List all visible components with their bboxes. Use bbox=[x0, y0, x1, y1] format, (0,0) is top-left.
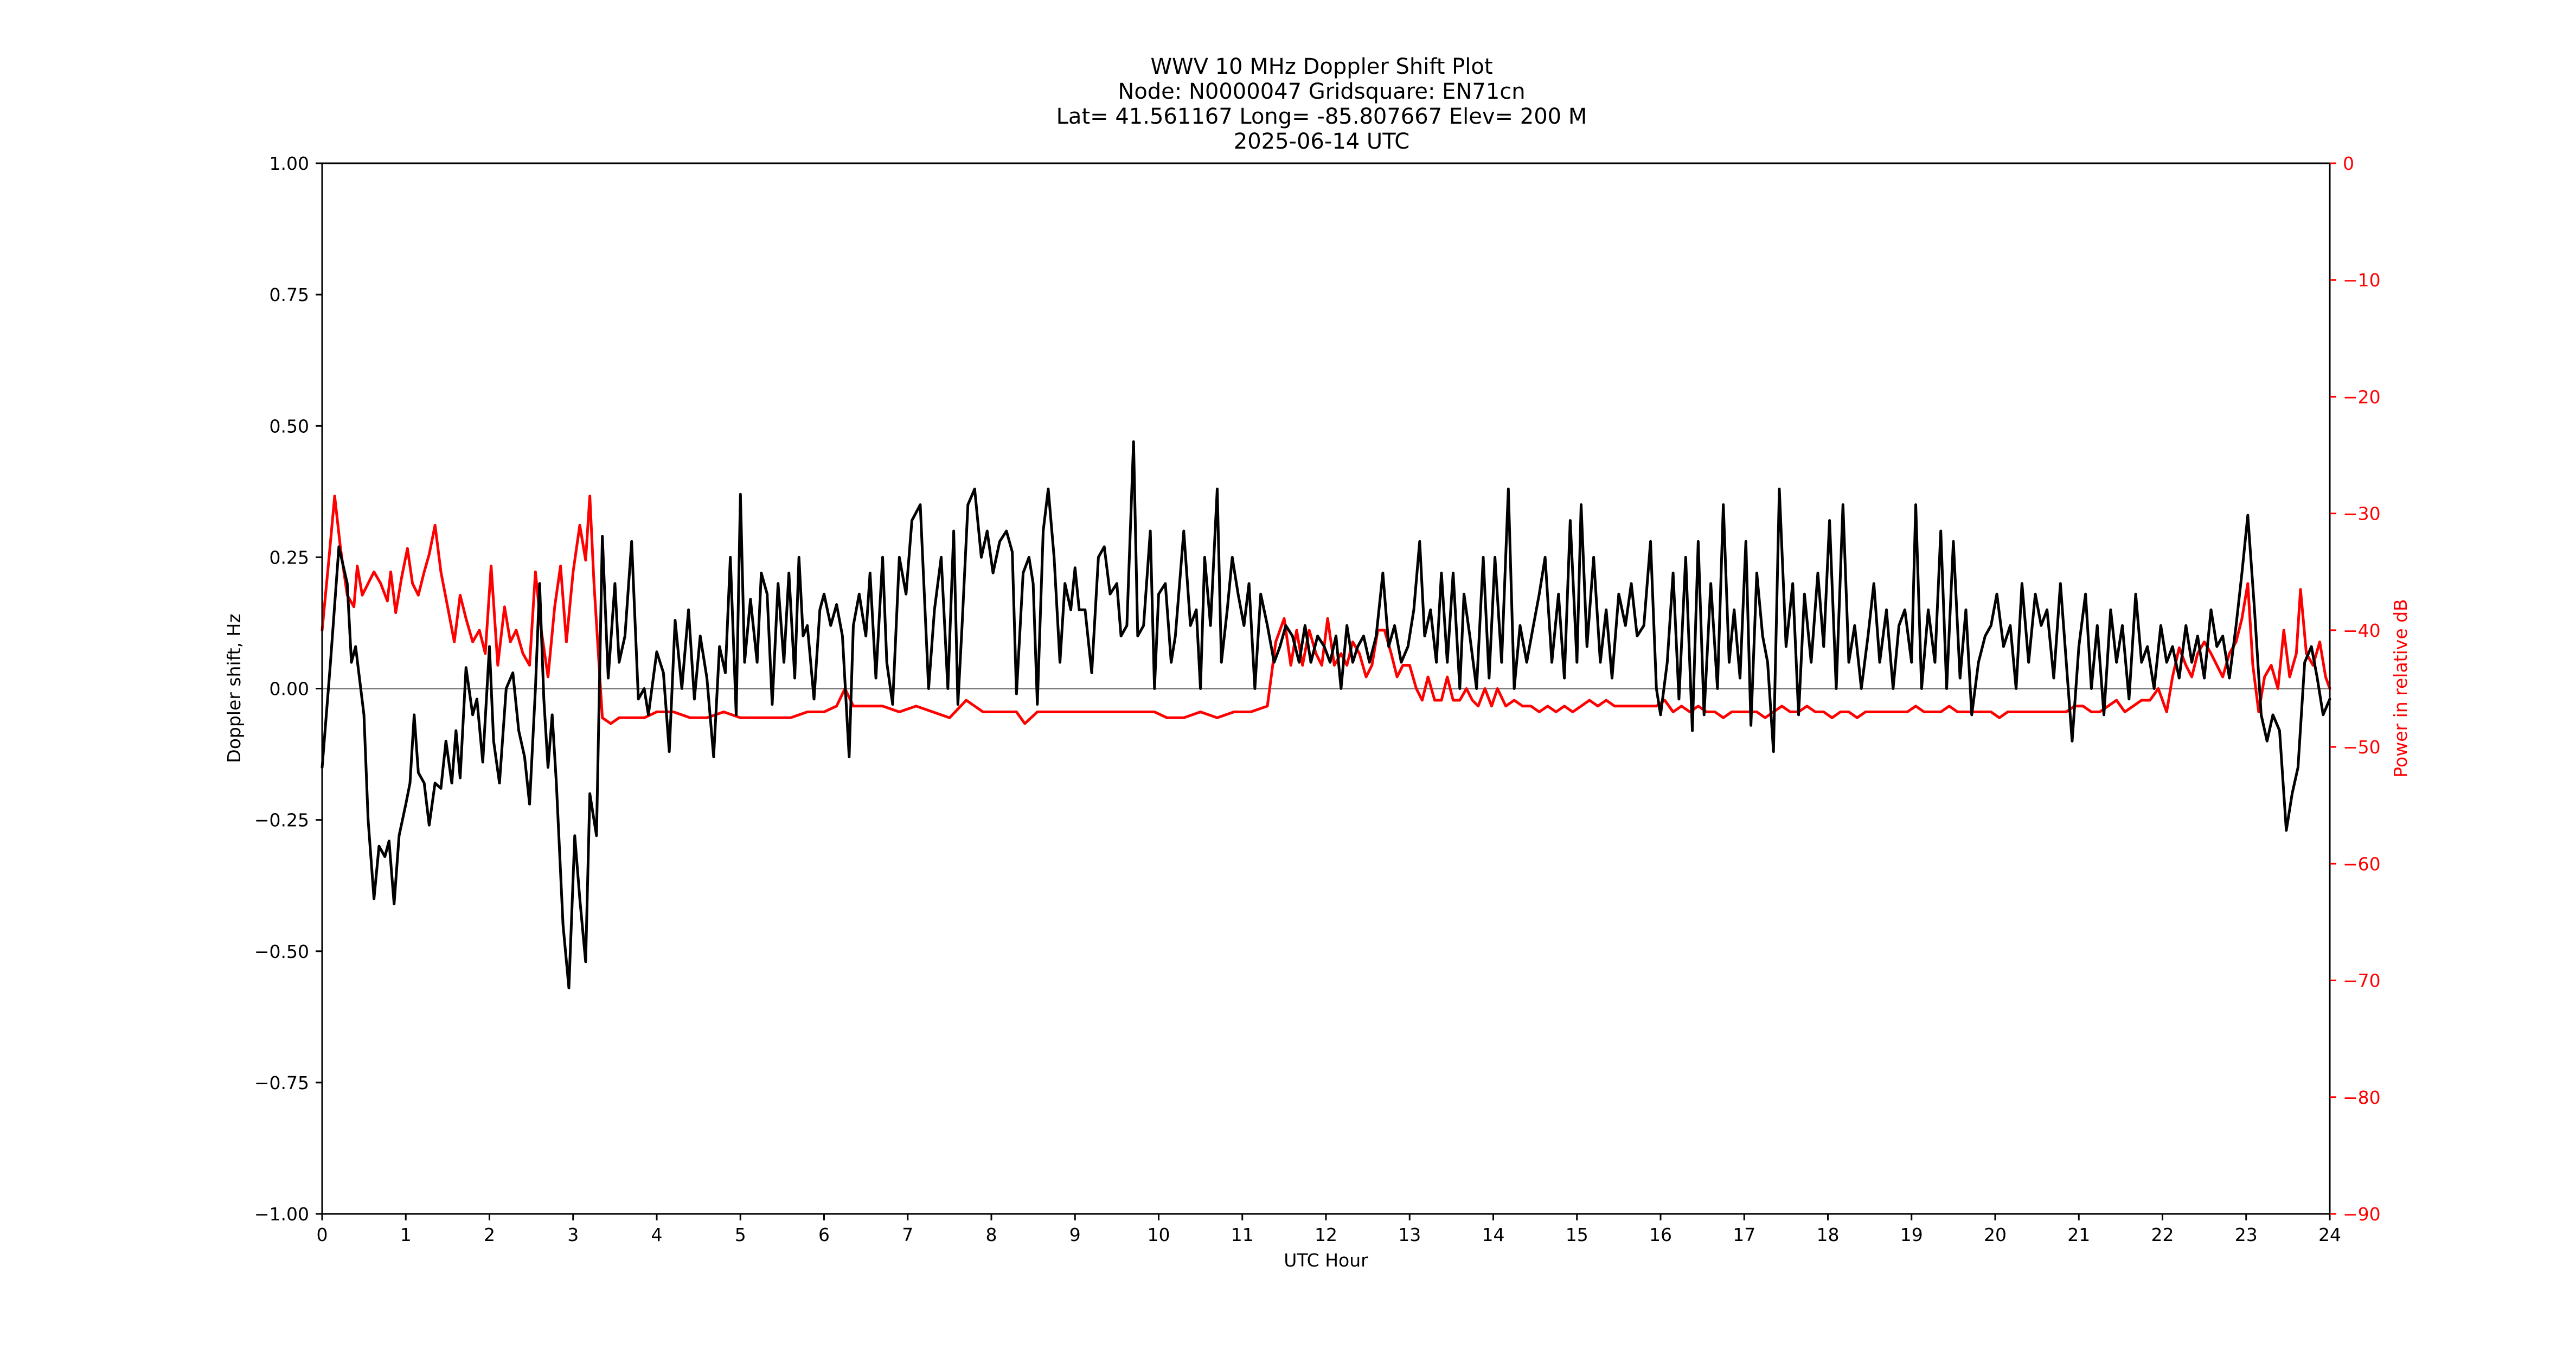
left-y-tick-label: −1.00 bbox=[254, 1204, 309, 1225]
x-axis-label: UTC Hour bbox=[1284, 1250, 1368, 1271]
right-y-tick-label: −80 bbox=[2343, 1087, 2381, 1108]
x-tick-label: 17 bbox=[1733, 1224, 1755, 1245]
left-y-tick-label: 0.25 bbox=[270, 547, 309, 568]
left-y-tick-label: 0.50 bbox=[270, 415, 309, 437]
power-line bbox=[321, 494, 2331, 725]
x-tick-label: 8 bbox=[986, 1224, 997, 1245]
title-line-4: 2025-06-14 UTC bbox=[1234, 129, 1409, 154]
x-tick-label: 14 bbox=[1482, 1224, 1505, 1245]
right-y-tick-label: −90 bbox=[2343, 1204, 2381, 1225]
x-tick-label: 20 bbox=[1984, 1224, 2007, 1245]
x-tick-label: 5 bbox=[735, 1224, 746, 1245]
x-tick-label: 2 bbox=[484, 1224, 495, 1245]
x-tick-label: 9 bbox=[1069, 1224, 1081, 1245]
left-y-axis-ticks: 1.00 0.75 0.50 0.25 0.00 −0.25 −0.50 −0.75 −1.00 bbox=[254, 153, 322, 1225]
right-y-tick-label: −30 bbox=[2343, 503, 2381, 525]
x-tick-label: 11 bbox=[1231, 1224, 1254, 1245]
right-y-tick-label: −40 bbox=[2343, 620, 2381, 641]
left-y-tick-label: 0.75 bbox=[270, 284, 309, 305]
title-line-2: Node: N0000047 Gridsquare: EN71cn bbox=[1118, 79, 1525, 104]
power-series bbox=[321, 494, 2331, 725]
x-tick-label: 15 bbox=[1566, 1224, 1588, 1245]
x-tick-label: 23 bbox=[2235, 1224, 2258, 1245]
x-tick-label: 21 bbox=[2067, 1224, 2090, 1245]
left-y-tick-label: 0.00 bbox=[270, 679, 309, 700]
doppler-line bbox=[321, 440, 2331, 989]
x-tick-label: 19 bbox=[1900, 1224, 1923, 1245]
x-tick-label: 7 bbox=[902, 1224, 913, 1245]
x-tick-label: 6 bbox=[818, 1224, 830, 1245]
x-tick-label: 12 bbox=[1315, 1224, 1337, 1245]
x-tick-label: 1 bbox=[400, 1224, 412, 1245]
right-y-tick-label: 0 bbox=[2343, 153, 2354, 174]
x-tick-label: 0 bbox=[317, 1224, 328, 1245]
x-tick-label: 18 bbox=[1817, 1224, 1840, 1245]
chart-title: WWV 10 MHz Doppler Shift Plot Node: N000… bbox=[1056, 54, 1587, 154]
x-tick-label: 22 bbox=[2151, 1224, 2174, 1245]
title-line-3: Lat= 41.561167 Long= -85.807667 Elev= 20… bbox=[1056, 104, 1587, 129]
x-tick-label: 16 bbox=[1649, 1224, 1672, 1245]
x-tick-label: 24 bbox=[2318, 1224, 2341, 1245]
x-tick-label: 13 bbox=[1398, 1224, 1421, 1245]
x-tick-label: 4 bbox=[651, 1224, 663, 1245]
left-y-tick-label: 1.00 bbox=[270, 153, 309, 174]
right-y-tick-label: −10 bbox=[2343, 270, 2381, 291]
left-y-tick-label: −0.75 bbox=[254, 1072, 309, 1093]
x-tick-label: 3 bbox=[567, 1224, 579, 1245]
left-y-tick-label: −0.50 bbox=[254, 941, 309, 962]
doppler-series bbox=[321, 440, 2331, 989]
right-y-tick-label: −50 bbox=[2343, 737, 2381, 758]
left-y-axis-label: Doppler shift, Hz bbox=[223, 613, 245, 763]
right-y-tick-label: −60 bbox=[2343, 853, 2381, 874]
right-y-axis-ticks: 0 −10 −20 −30 −40 −50 −60 −70 −80 −90 bbox=[2330, 153, 2381, 1225]
right-y-axis-label: Power in relative dB bbox=[2390, 599, 2411, 777]
right-y-tick-label: −20 bbox=[2343, 386, 2381, 407]
title-line-1: WWV 10 MHz Doppler Shift Plot bbox=[1150, 54, 1492, 79]
left-y-tick-label: −0.25 bbox=[254, 810, 309, 831]
x-tick-label: 10 bbox=[1148, 1224, 1170, 1245]
right-y-tick-label: −70 bbox=[2343, 970, 2381, 992]
x-axis-ticks: 0 1 2 3 4 5 6 7 8 9 10 11 12 13 14 15 16 17 18 19 20 21 22 23 24 bbox=[317, 1214, 2341, 1245]
